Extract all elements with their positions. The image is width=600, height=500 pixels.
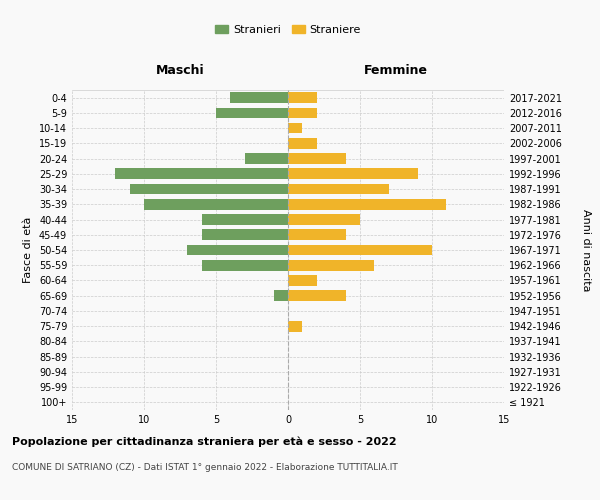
Bar bbox=[288, 275, 317, 286]
Bar bbox=[288, 168, 418, 179]
Bar bbox=[115, 168, 288, 179]
Bar bbox=[288, 244, 432, 256]
Bar bbox=[216, 108, 288, 118]
Bar bbox=[202, 230, 288, 240]
Bar bbox=[202, 260, 288, 270]
Text: Femmine: Femmine bbox=[364, 64, 428, 77]
Bar bbox=[288, 260, 374, 270]
Bar bbox=[288, 138, 317, 148]
Text: COMUNE DI SATRIANO (CZ) - Dati ISTAT 1° gennaio 2022 - Elaborazione TUTTITALIA.I: COMUNE DI SATRIANO (CZ) - Dati ISTAT 1° … bbox=[12, 463, 398, 472]
Text: Maschi: Maschi bbox=[155, 64, 205, 77]
Bar bbox=[288, 230, 346, 240]
Bar bbox=[274, 290, 288, 301]
Bar bbox=[187, 244, 288, 256]
Bar bbox=[288, 214, 360, 225]
Bar bbox=[288, 153, 346, 164]
Bar bbox=[144, 199, 288, 209]
Bar bbox=[202, 214, 288, 225]
Bar bbox=[288, 92, 317, 103]
Bar bbox=[288, 199, 446, 209]
Bar bbox=[288, 123, 302, 134]
Bar bbox=[288, 321, 302, 332]
Text: Popolazione per cittadinanza straniera per età e sesso - 2022: Popolazione per cittadinanza straniera p… bbox=[12, 436, 397, 447]
Bar bbox=[230, 92, 288, 103]
Bar bbox=[130, 184, 288, 194]
Y-axis label: Fasce di età: Fasce di età bbox=[23, 217, 33, 283]
Y-axis label: Anni di nascita: Anni di nascita bbox=[581, 209, 592, 291]
Bar bbox=[245, 153, 288, 164]
Bar bbox=[288, 108, 317, 118]
Bar bbox=[288, 184, 389, 194]
Bar bbox=[288, 290, 346, 301]
Legend: Stranieri, Straniere: Stranieri, Straniere bbox=[211, 20, 365, 40]
